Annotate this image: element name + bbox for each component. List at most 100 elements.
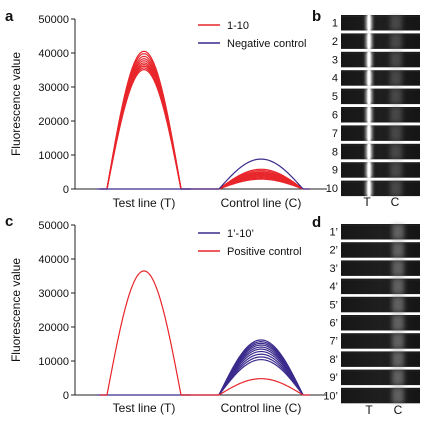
strip-image — [341, 88, 420, 105]
strip-image — [341, 125, 420, 141]
strip-label: 7 — [332, 128, 338, 140]
strip-row: 2 — [332, 33, 420, 49]
strip-label: 7’ — [329, 336, 338, 348]
y-tick-label: 10000 — [38, 356, 69, 368]
strip-image — [341, 387, 420, 404]
strip-row: 7 — [332, 125, 420, 141]
curves-a — [97, 50, 310, 190]
panel-label-c: c — [5, 213, 13, 230]
strip-rows-d: 1’ 2’ 3’ 4’ 5’ 6’ 7’ 8’ 9’ 10’ — [323, 224, 420, 404]
series-line — [106, 270, 182, 396]
strip-label: 2’ — [329, 245, 338, 257]
panel-label-a: a — [5, 8, 14, 25]
lane-label-c-b: C — [391, 195, 400, 209]
strip-texture — [341, 388, 420, 390]
control-line-band — [390, 162, 402, 178]
strip-texture — [341, 297, 420, 299]
test-line-core — [367, 51, 371, 68]
strip-image — [341, 15, 420, 31]
strip-row: 8 — [332, 143, 420, 160]
series-line — [106, 69, 182, 190]
strip-row: 7’ — [329, 333, 420, 349]
strip-texture — [341, 352, 420, 354]
control-line-band — [390, 125, 402, 141]
y-ticks-c: 0 10000 20000 30000 40000 50000 — [38, 220, 75, 402]
strip-image — [341, 70, 420, 86]
strip-label: 4’ — [329, 281, 338, 293]
strip-image — [341, 51, 420, 68]
panel-label-d: d — [312, 214, 321, 231]
strip-row: 10 — [326, 180, 420, 197]
test-line-core — [367, 162, 371, 178]
series-line — [218, 353, 304, 396]
series-line — [218, 178, 304, 190]
control-line-band — [392, 278, 404, 295]
strip-label: 9’ — [329, 372, 338, 384]
strip-texture — [341, 370, 420, 372]
panel-c-chart: c Fluorescence value 0 10000 20000 30000 400… — [5, 213, 327, 415]
strip-image — [341, 315, 420, 331]
strip-texture — [341, 316, 420, 317]
control-line-band — [390, 15, 402, 31]
series-line — [218, 356, 304, 396]
control-line-band — [392, 387, 404, 404]
strip-image — [341, 242, 420, 258]
strip-image — [341, 296, 420, 313]
strip-texture — [341, 181, 420, 183]
control-line-band — [392, 333, 404, 349]
y-axis-label-c: Fluorescence value — [9, 258, 23, 362]
strip-label: 5’ — [329, 299, 338, 311]
series-line — [218, 359, 304, 396]
test-line-core — [367, 70, 371, 86]
control-line-band — [392, 242, 404, 258]
x-category-test-a: Test line (T) — [113, 196, 176, 210]
strip-texture — [341, 243, 420, 245]
y-tick-label: 50000 — [38, 14, 69, 26]
control-line-band — [390, 51, 402, 68]
strip-texture — [341, 89, 420, 91]
strip-texture — [341, 144, 420, 146]
strip-row: 4 — [332, 70, 420, 86]
x-category-control-a: Control line (C) — [221, 196, 302, 210]
lane-label-t-b: T — [363, 195, 371, 209]
y-tick-label: 0 — [63, 390, 69, 402]
series-line — [218, 378, 304, 396]
strip-image — [341, 369, 420, 386]
strip-label: 8 — [332, 146, 338, 158]
series-line — [218, 350, 304, 396]
strip-label: 10’ — [323, 390, 338, 402]
test-line-core — [367, 107, 371, 123]
strip-texture — [341, 279, 420, 281]
strip-texture — [341, 126, 420, 128]
lane-label-c-d: C — [394, 403, 403, 417]
series-line — [106, 53, 182, 190]
strip-row: 6 — [332, 107, 420, 123]
series-line — [106, 50, 182, 190]
strip-row: 9’ — [329, 369, 420, 386]
legend-label-c-0: 1’-10’ — [227, 228, 254, 240]
panel-d-strips: d 1’ 2’ 3’ 4’ 5’ 6’ 7’ 8’ 9’ 10’ T C — [312, 214, 420, 417]
strip-texture — [341, 163, 420, 165]
strip-label: 6 — [332, 110, 338, 122]
strip-label: 3 — [332, 54, 338, 66]
y-tick-label: 20000 — [38, 322, 69, 334]
control-line-band — [390, 107, 402, 123]
strip-row: 6’ — [329, 315, 420, 331]
strip-row: 1 — [332, 15, 420, 31]
lane-label-t-d: T — [365, 403, 373, 417]
strip-rows-b: 1 2 3 4 5 6 7 8 9 10 — [326, 15, 420, 197]
control-line-band — [392, 351, 404, 367]
control-line-band — [392, 224, 404, 240]
strip-texture — [341, 16, 420, 17]
legend-label-a-0: 1-10 — [227, 20, 249, 32]
strip-texture — [341, 52, 420, 54]
control-line-band — [390, 70, 402, 86]
test-line-core — [367, 143, 371, 160]
y-tick-label: 50000 — [38, 220, 69, 232]
strip-label: 9 — [332, 165, 338, 177]
y-axis-label-a: Fluorescence value — [9, 52, 23, 156]
strip-row: 1’ — [329, 224, 420, 240]
control-line-band — [390, 33, 402, 49]
strip-texture — [341, 108, 420, 109]
